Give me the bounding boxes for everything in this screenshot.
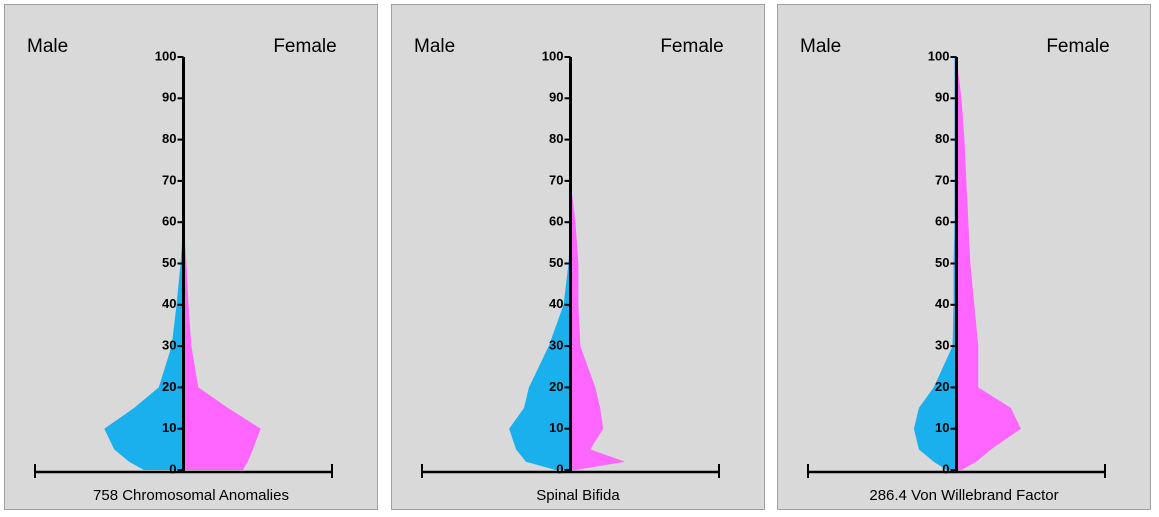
- y-tick-label: 40: [549, 296, 563, 311]
- area: [913, 57, 957, 470]
- y-tick-label: 0: [556, 461, 563, 476]
- chart: Male Female 0 10 20 30 40 50 60 70 80 90 100 Spinal B…: [414, 36, 724, 504]
- chart-panel: Male Female 0 10 20 30 40 50 60 70 80 90 100 758 Chro…: [4, 4, 378, 510]
- y-tick-label: 80: [935, 131, 949, 146]
- chart: Male Female 0 10 20 30 40 50 60 70 80 90 100 758 Chro…: [27, 36, 337, 504]
- y-tick-label: 10: [935, 420, 949, 435]
- area: [570, 57, 625, 470]
- y-tick-label: 20: [162, 379, 176, 394]
- area: [509, 57, 571, 470]
- y-tick-label: 100: [155, 48, 177, 63]
- y-tick-label: 30: [549, 338, 563, 353]
- y-tick-label: 50: [162, 255, 176, 270]
- series-label: Male: [27, 36, 68, 57]
- y-tick-label: 50: [549, 255, 563, 270]
- y-tick-label: 0: [169, 461, 176, 476]
- y-tick-label: 70: [162, 172, 176, 187]
- series-label: Female: [273, 36, 336, 57]
- y-tick-label: 10: [549, 420, 563, 435]
- y-tick-label: 60: [935, 214, 949, 229]
- y-tick-label: 100: [928, 48, 950, 63]
- y-tick-label: 30: [162, 338, 176, 353]
- y-tick-label: 30: [935, 338, 949, 353]
- y-tick-label: 70: [549, 172, 563, 187]
- area: [183, 57, 261, 470]
- y-tick-label: 90: [162, 90, 176, 105]
- y-tick-label: 90: [935, 90, 949, 105]
- y-tick-label: 0: [942, 461, 949, 476]
- area: [956, 57, 1021, 470]
- caption: Spinal Bifida: [536, 487, 620, 504]
- y-tick-label: 100: [542, 48, 564, 63]
- y-tick-label: 40: [935, 296, 949, 311]
- y-tick-label: 90: [549, 90, 563, 105]
- y-tick-label: 40: [162, 296, 176, 311]
- y-tick-label: 60: [162, 214, 176, 229]
- y-tick-label: 50: [935, 255, 949, 270]
- y-tick-label: 80: [549, 131, 563, 146]
- chart-panel: Male Female 0 10 20 30 40 50 60 70 80 90 100 286.4 Vo…: [777, 4, 1151, 510]
- y-tick-label: 80: [162, 131, 176, 146]
- caption: 758 Chromosomal Anomalies: [93, 487, 289, 504]
- chart-panel: Male Female 0 10 20 30 40 50 60 70 80 90 100 Spinal B…: [391, 4, 765, 510]
- series-label: Male: [800, 36, 841, 57]
- area: [104, 57, 184, 470]
- y-tick-label: 20: [549, 379, 563, 394]
- series-label: Female: [1046, 36, 1109, 57]
- series-label: Male: [414, 36, 455, 57]
- chart: Male Female 0 10 20 30 40 50 60 70 80 90 100 286.4 Vo…: [800, 36, 1110, 504]
- y-tick-label: 10: [162, 420, 176, 435]
- series-label: Female: [660, 36, 723, 57]
- y-tick-label: 70: [935, 172, 949, 187]
- y-tick-label: 20: [935, 379, 949, 394]
- y-tick-label: 60: [549, 214, 563, 229]
- caption: 286.4 Von Willebrand Factor: [869, 487, 1058, 504]
